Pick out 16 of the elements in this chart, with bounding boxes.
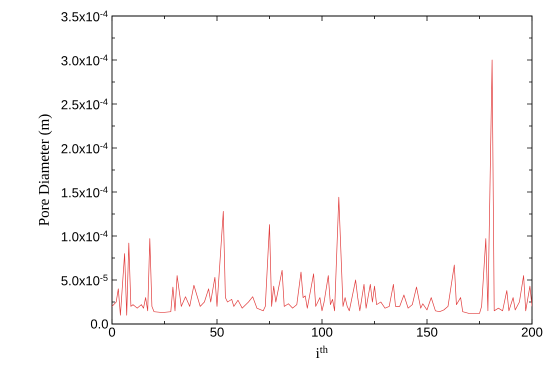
y-tick-label: 0.0 xyxy=(90,319,108,329)
line-series xyxy=(112,60,532,316)
y-tick-label: 1.5x10$^{-4}$ xyxy=(62,186,108,198)
x-tick-label: 100 xyxy=(312,328,332,337)
x-tick-label: 200 xyxy=(522,328,542,337)
x-axis-title: i$^{th}$ xyxy=(316,346,328,358)
x-tick-label: 150 xyxy=(417,328,438,337)
y-tick-label: 2.5x10$^{-4}$ xyxy=(62,98,108,110)
y-tick-label: 3.5x10$^{-4}$ xyxy=(61,10,108,22)
y-tick-label: 3.0x10$^{-4}$ xyxy=(61,54,108,66)
x-tick-label: 50 xyxy=(210,328,224,337)
x-tick-label: 0 xyxy=(108,328,116,337)
y-tick-label: 5.0x10$^{-5}$ xyxy=(61,274,108,286)
y-tick-label: 1.0x10$^{-4}$ xyxy=(62,230,108,242)
y-axis-title: Pore Diameter (m) xyxy=(38,114,52,226)
y-tick-label: 2.0x10$^{-4}$ xyxy=(62,142,108,154)
